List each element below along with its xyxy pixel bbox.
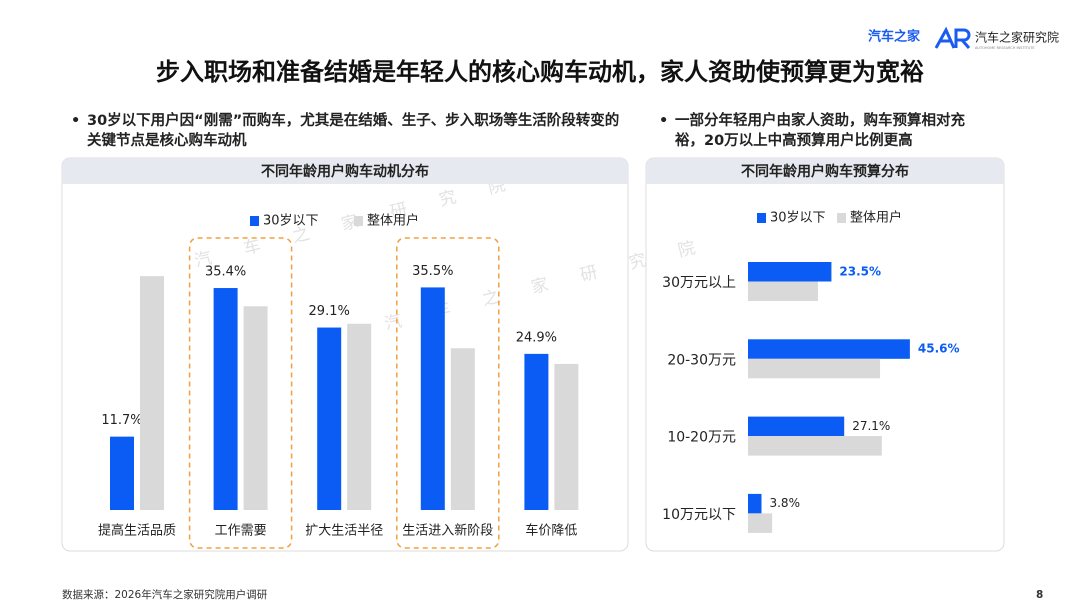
logo: 汽车之家 [868, 29, 921, 45]
bar [110, 436, 134, 510]
x-tick-label: 生活进入新阶段 [402, 523, 493, 539]
bar [748, 281, 818, 301]
data-label: 11.7% [101, 413, 142, 428]
data-label: 3.8% [769, 496, 800, 510]
legend-swatch [757, 213, 766, 223]
data-label: 24.9% [516, 330, 557, 345]
panel-header [62, 158, 628, 184]
bar [317, 327, 342, 510]
data-label: 35.4% [205, 265, 246, 280]
highlight-box [188, 237, 293, 549]
y-tick-label: 20-30万元 [667, 352, 736, 368]
legend-label: 整体用户 [367, 213, 419, 229]
bar [554, 363, 579, 510]
institute-name: 汽车之家研究院 [975, 30, 1059, 45]
legend-label: 30岁以下 [770, 211, 826, 226]
bar [347, 323, 372, 510]
data-label: 35.5% [412, 264, 453, 279]
legend-swatch [250, 216, 259, 226]
bar [450, 348, 475, 510]
x-tick-label: 提高生活品质 [98, 523, 176, 539]
data-label: 27.1% [852, 419, 890, 433]
bar [213, 288, 238, 510]
bar [748, 513, 773, 533]
legend-swatch [837, 213, 846, 223]
bar [140, 276, 164, 510]
data-label: 45.6% [918, 342, 960, 356]
x-tick-label: 车价降低 [525, 523, 577, 539]
highlight-box [396, 237, 500, 549]
data-label: 23.5% [839, 264, 881, 278]
x-tick-label: 工作需要 [215, 524, 267, 539]
chart-title: 不同年龄用户购车预算分布 [741, 163, 909, 180]
chart-title: 不同年龄用户购车动机分布 [261, 163, 429, 180]
institute-en: AUTOHOME RESEARCH INSTITUTE [975, 46, 1035, 50]
x-tick-label: 扩大生活半径 [305, 524, 383, 539]
bar [748, 493, 762, 514]
bullet: 一部分年轻用户由家人资助，购车预算相对充裕，20万以上中高预算用户比例更高 [659, 111, 987, 151]
bar [420, 287, 445, 510]
legend-label: 整体用户 [850, 210, 902, 226]
bar [748, 339, 910, 359]
logo-mark [934, 26, 971, 49]
bar [524, 353, 549, 510]
legend-swatch [354, 216, 363, 226]
bar [748, 416, 845, 437]
bullet: 30岁以下用户因“刚需”而购车，尤其是在结婚、生子、步入职场等生活阶段转变的关键… [71, 111, 627, 151]
slide-title: 步入职场和准备结婚是年轻人的核心购车动机，家人资助使预算更为宽裕 [156, 58, 924, 86]
y-tick-label: 30万元以上 [662, 275, 736, 291]
watermark: 汽 车 之 家 研 究 院 汽 车 之 家 研 究 院 [193, 172, 711, 335]
bar [748, 262, 832, 282]
panel-header [646, 158, 1004, 184]
bar [748, 358, 881, 379]
legend-label: 30岁以下 [263, 214, 319, 229]
data-label: 29.1% [309, 304, 350, 319]
bar [243, 306, 268, 510]
source: 数据来源：2026年汽车之家研究院用户调研 [62, 588, 268, 601]
bar [748, 436, 882, 456]
page-number: 8 [1036, 589, 1043, 601]
y-tick-label: 10-20万元 [667, 430, 736, 446]
y-tick-label: 10万元以下 [662, 507, 736, 523]
